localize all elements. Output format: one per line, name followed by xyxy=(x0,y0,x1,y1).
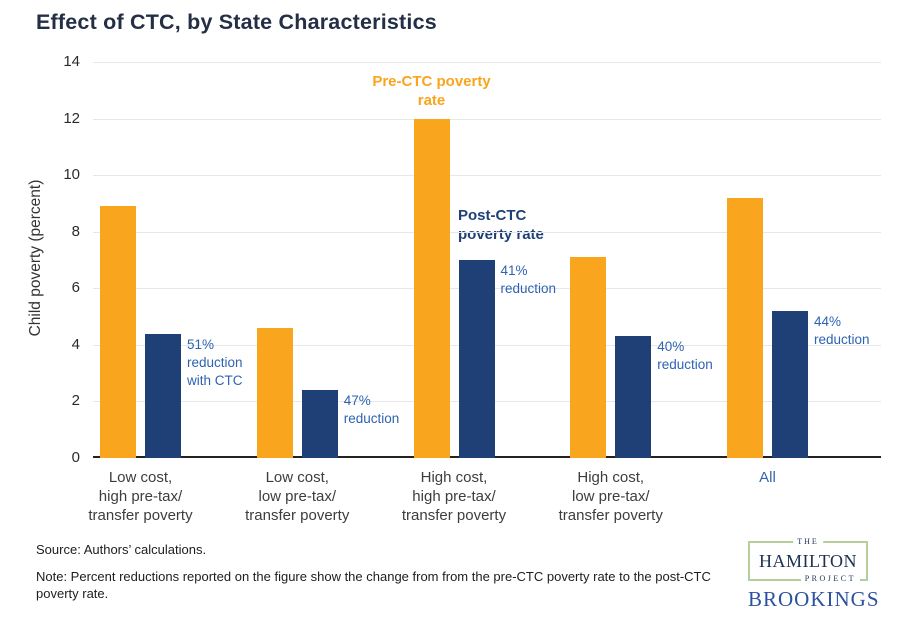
y-tick-label: 14 xyxy=(63,53,80,70)
hamilton-logo-name: HAMILTON xyxy=(758,551,857,571)
y-tick-label: 10 xyxy=(63,166,80,184)
y-tick-label: 0 xyxy=(71,449,80,466)
bar-pre-ctc xyxy=(413,118,450,458)
reduction-annotation: 40% reduction xyxy=(657,339,713,373)
bar-post-ctc xyxy=(615,336,652,458)
bar-pre-ctc xyxy=(100,206,136,458)
y-tick-label: 6 xyxy=(71,279,80,297)
y-axis-title: Child poverty (percent) xyxy=(27,179,44,337)
bar-post-ctc xyxy=(145,333,181,458)
bar-post-ctc xyxy=(301,390,338,458)
bar-post-ctc xyxy=(458,260,495,458)
bar-pre-ctc xyxy=(570,257,607,458)
x-axis-label: High cost, low pre-tax/ transfer poverty xyxy=(558,469,663,524)
y-tick-label: 12 xyxy=(63,109,80,127)
y-tick-label: 2 xyxy=(71,392,80,410)
logo-area: THE HAMILTON PROJECT BROOKINGS xyxy=(748,536,879,611)
gridline xyxy=(93,118,881,120)
x-axis-label: Low cost, low pre-tax/ transfer poverty xyxy=(245,469,350,524)
reduction-annotation: 44% reduction xyxy=(814,313,870,347)
series-label-pre-ctc: Pre-CTC poverty rate xyxy=(372,73,491,109)
hamilton-project-logo: THE HAMILTON PROJECT xyxy=(748,536,868,585)
series-label-post-ctc: Post-CTC poverty rate xyxy=(458,207,544,243)
bar-post-ctc xyxy=(772,310,808,458)
reduction-annotation: 47% reduction xyxy=(343,393,400,427)
reduction-annotation: 41% reduction xyxy=(500,263,557,296)
bar-pre-ctc xyxy=(727,197,763,458)
gridline xyxy=(93,62,881,63)
chart-title: Effect of CTC, by State Characteristics xyxy=(36,10,437,34)
x-axis-label: All xyxy=(759,469,776,486)
gridline xyxy=(93,231,881,233)
x-axis-label: Low cost, high pre-tax/ transfer poverty xyxy=(88,469,193,524)
bar-pre-ctc xyxy=(256,327,293,458)
hamilton-logo-project: PROJECT xyxy=(800,573,860,585)
y-tick-label: 8 xyxy=(71,222,80,240)
x-axis-label: High cost, high pre-tax/ transfer povert… xyxy=(401,469,507,524)
reduction-annotation: 51% reduction with CTC xyxy=(187,336,243,388)
y-tick-label: 4 xyxy=(71,335,80,353)
source-note: Source: Authors’ calculations. xyxy=(36,542,207,557)
brookings-logo: BROOKINGS xyxy=(748,587,880,611)
figure-note: Note: Percent reductions reported on the… xyxy=(36,569,711,601)
gridline xyxy=(93,175,881,177)
hamilton-logo-the: THE xyxy=(793,536,823,548)
